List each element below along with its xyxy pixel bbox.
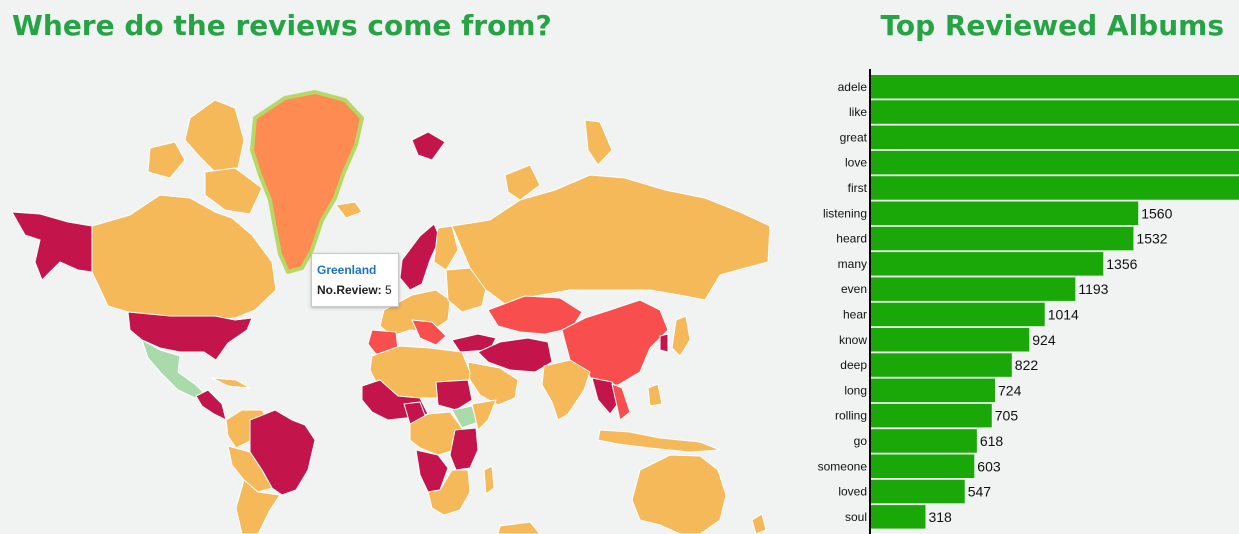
country-madagascar[interactable] xyxy=(483,465,495,495)
country-russia-islands[interactable] xyxy=(584,119,613,166)
bar-category-label: loved xyxy=(838,485,867,499)
bar-deep[interactable] xyxy=(871,353,1012,377)
country-korea[interactable] xyxy=(659,333,669,353)
country-greenland[interactable] xyxy=(250,90,364,274)
country-central-america[interactable] xyxy=(195,389,227,421)
bar-heard[interactable] xyxy=(871,226,1134,251)
bar-value-label: 724 xyxy=(998,382,1022,398)
country-peru[interactable] xyxy=(227,445,273,493)
bar-value-label: 618 xyxy=(980,433,1004,449)
bar-value-label: 1014 xyxy=(1048,306,1079,322)
bar-someone[interactable] xyxy=(871,454,975,479)
bar-loved[interactable] xyxy=(871,479,965,504)
country-philippines[interactable] xyxy=(647,383,663,407)
country-sudan[interactable] xyxy=(435,379,473,411)
bar-rolling[interactable] xyxy=(871,403,992,428)
country-balkans[interactable] xyxy=(411,319,447,346)
bar-value-label: 318 xyxy=(928,509,952,525)
bar-category-label: hear xyxy=(843,307,867,321)
bar-soul[interactable] xyxy=(871,505,926,529)
bar-value-label: 822 xyxy=(1015,357,1039,373)
country-canada-islands[interactable] xyxy=(147,141,186,179)
bar-chart-title: Top Reviewed Albums xyxy=(880,9,1224,42)
bar-category-label: love xyxy=(845,156,867,170)
country-canada-islands[interactable] xyxy=(184,99,245,173)
bar-chart: adele like great love first listening 1560 hear… xyxy=(818,69,1239,534)
bar-great[interactable] xyxy=(871,125,1239,150)
bar-value-label: 1193 xyxy=(1078,281,1108,297)
bar-category-label: someone xyxy=(818,459,868,473)
bar-category-label: adele xyxy=(838,80,868,94)
bar-know[interactable] xyxy=(871,328,1030,352)
bar-category-label: great xyxy=(840,130,868,144)
country-somalia[interactable] xyxy=(471,399,497,431)
bar-value-label: 547 xyxy=(968,484,992,500)
country-saudi-arabia[interactable] xyxy=(467,361,519,406)
country-scandinavia[interactable] xyxy=(399,223,441,291)
bar-category-label: many xyxy=(838,257,867,271)
country-vietnam[interactable] xyxy=(611,383,631,421)
bar-first[interactable] xyxy=(871,176,1239,200)
bar-value-label: 924 xyxy=(1032,332,1056,348)
country-cuba[interactable] xyxy=(211,377,251,389)
bar-even[interactable] xyxy=(871,277,1076,301)
bar-chart-panel: adele like great love first listening 1560 hear… xyxy=(790,62,1239,534)
country-finland[interactable] xyxy=(433,225,459,271)
bar-category-label: deep xyxy=(840,358,867,372)
country-japan[interactable] xyxy=(671,315,691,357)
bar-many[interactable] xyxy=(871,252,1104,276)
world-map xyxy=(11,90,771,534)
region-antarctica xyxy=(497,521,541,534)
country-svalbard[interactable] xyxy=(411,131,446,161)
country-east-africa[interactable] xyxy=(449,427,479,471)
world-map-panel: Greenland No.Review: 5 xyxy=(0,62,790,534)
bar-category-label: even xyxy=(841,282,867,296)
country-new-zealand[interactable] xyxy=(751,513,767,534)
country-argentina[interactable] xyxy=(235,479,281,534)
country-alaska[interactable] xyxy=(11,211,93,281)
country-canada[interactable] xyxy=(91,194,277,321)
country-australia[interactable] xyxy=(631,454,727,534)
map-title: Where do the reviews come from? xyxy=(12,9,552,42)
bar-category-label: soul xyxy=(845,510,867,524)
bar-go[interactable] xyxy=(871,429,977,453)
bar-category-label: listening xyxy=(823,206,867,220)
bar-category-label: like xyxy=(849,105,867,119)
bar-adele[interactable] xyxy=(871,75,1239,99)
bar-value-label: 1356 xyxy=(1106,256,1137,272)
tooltip-country-name: Greenland xyxy=(317,263,377,277)
country-canada-islands[interactable] xyxy=(204,167,263,215)
bar-value-label: 705 xyxy=(995,408,1019,424)
country-russia-islands[interactable] xyxy=(504,164,541,201)
bar-category-label: heard xyxy=(836,232,867,246)
country-indonesia[interactable] xyxy=(597,429,721,453)
bar-category-label: go xyxy=(854,434,868,448)
tooltip-review-value: 5 xyxy=(385,283,392,297)
bar-value-label: 603 xyxy=(977,458,1001,474)
tooltip-review-label: No.Review: xyxy=(317,283,382,297)
map-tooltip: Greenland No.Review: 5 xyxy=(311,253,399,307)
bar-listening[interactable] xyxy=(871,201,1139,226)
country-russia[interactable] xyxy=(451,174,771,305)
bar-value-label: 1560 xyxy=(1141,205,1172,221)
bar-like[interactable] xyxy=(871,100,1239,124)
bar-category-label: first xyxy=(848,181,868,195)
bar-value-label: 1532 xyxy=(1136,231,1167,247)
country-southern-africa[interactable] xyxy=(427,469,471,516)
country-turkey[interactable] xyxy=(451,333,497,353)
bar-love[interactable] xyxy=(871,150,1239,175)
country-india[interactable] xyxy=(541,359,591,421)
bar-category-label: rolling xyxy=(835,409,867,423)
country-middle-east[interactable] xyxy=(477,337,553,373)
bar-long[interactable] xyxy=(871,378,996,403)
bar-category-label: know xyxy=(839,333,867,347)
bar-category-label: long xyxy=(844,383,867,397)
country-iceland[interactable] xyxy=(335,201,363,219)
bar-hear[interactable] xyxy=(871,302,1045,327)
